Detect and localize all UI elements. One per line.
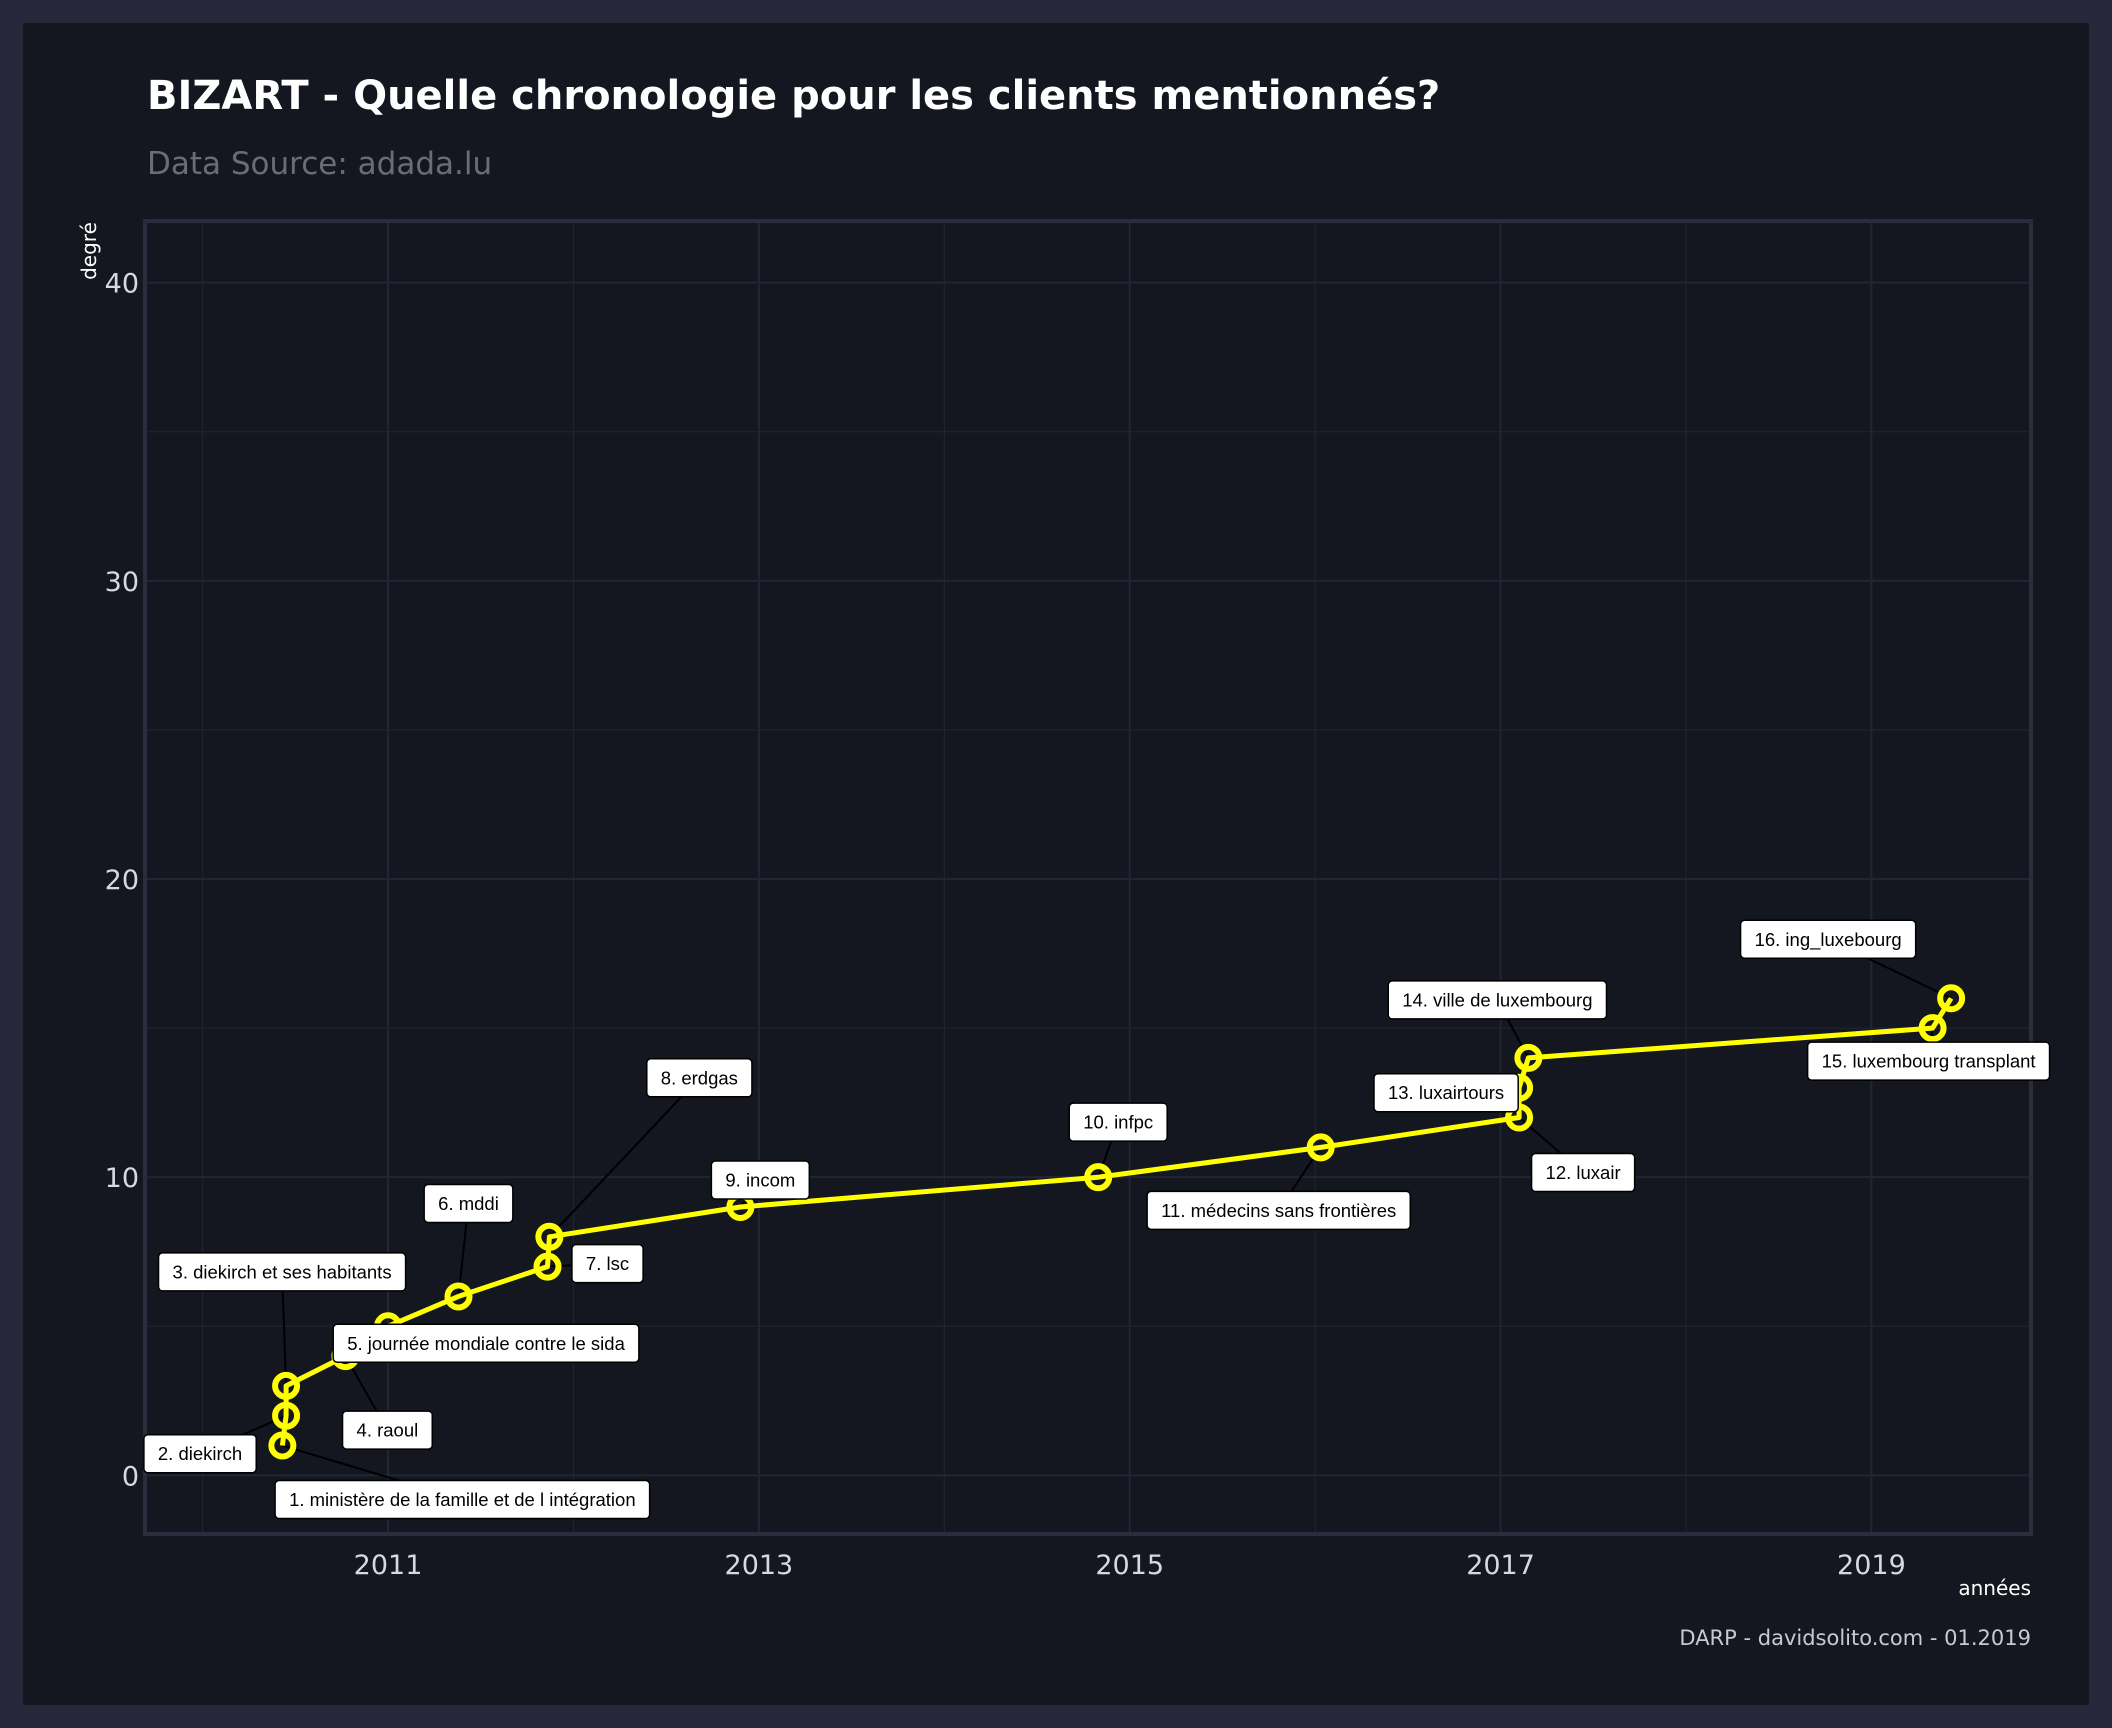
annotation-box — [143, 1433, 257, 1474]
annotation-box — [1387, 980, 1608, 1020]
chart-panel: BIZART - Quelle chronologie pour les cli… — [23, 23, 2089, 1705]
annotation-leader — [1097, 1140, 1113, 1178]
annotation-labels: 1. ministère de la famille et de l intég… — [143, 919, 2051, 1520]
annotation-box — [341, 1410, 434, 1450]
annotation-box — [157, 1252, 407, 1292]
annotation-text: 8. erdgas — [661, 1067, 738, 1088]
data-point — [1937, 984, 1966, 1013]
x-axis-label: années — [1958, 1576, 2031, 1600]
annotation-label: 15. luxembourg transplant — [1806, 1041, 2051, 1081]
annotation-label: 8. erdgas — [646, 1058, 753, 1098]
y-axis-label: degré — [77, 222, 101, 280]
annotation-text: 10. infpc — [1083, 1112, 1153, 1133]
annotation-text: 11. médecins sans frontières — [1161, 1200, 1396, 1221]
y-tick-label: 30 — [105, 567, 139, 598]
annotation-box — [1146, 1190, 1412, 1231]
annotation-label: 9. incom — [710, 1160, 811, 1200]
annotation-text: 13. luxairtours — [1388, 1082, 1504, 1103]
plot-area-border — [143, 219, 2033, 1536]
annotation-label: 3. diekirch et ses habitants — [157, 1252, 407, 1292]
annotation-text: 3. diekirch et ses habitants — [173, 1261, 392, 1282]
annotation-box — [274, 1479, 651, 1520]
data-point — [1306, 1133, 1335, 1162]
annotation-label: 7. lsc — [571, 1243, 644, 1284]
annotation-text: 6. mddi — [438, 1193, 499, 1214]
annotation-leader — [242, 1414, 287, 1436]
line-chart: BIZART - Quelle chronologie pour les cli… — [77, 73, 2051, 1650]
annotation-label: 10. infpc — [1068, 1102, 1168, 1142]
y-tick-label: 10 — [105, 1163, 139, 1194]
annotation-box — [1068, 1102, 1168, 1142]
annotation-box — [1530, 1152, 1636, 1193]
axes: 2011 2013 2015 2017 2019 0 10 20 30 40 — [105, 269, 1906, 1581]
data-point — [533, 1252, 562, 1281]
data-point — [535, 1222, 564, 1251]
annotation-box — [1373, 1072, 1519, 1113]
x-tick-label: 2013 — [725, 1550, 794, 1581]
data-point — [272, 1401, 301, 1430]
data-point — [268, 1431, 297, 1460]
annotation-leader — [1506, 1018, 1530, 1059]
annotation-label: 12. luxair — [1530, 1152, 1636, 1193]
annotation-text: 1. ministère de la famille et de l intég… — [289, 1489, 636, 1510]
series-line — [279, 996, 1954, 1446]
data-points — [268, 984, 1966, 1460]
annotation-label: 2. diekirch — [143, 1433, 257, 1474]
chart-caption: DARP - davidsolito.com - 01.2019 — [1679, 1626, 2031, 1650]
annotation-label: 16. ing_luxebourg — [1739, 919, 1917, 960]
annotation-label: 11. médecins sans frontières — [1146, 1190, 1412, 1231]
x-tick-label: 2019 — [1837, 1550, 1906, 1581]
annotation-text: 15. luxembourg transplant — [1822, 1051, 2036, 1072]
annotation-box — [710, 1160, 811, 1200]
data-point — [444, 1282, 473, 1311]
annotation-label: 4. raoul — [341, 1410, 434, 1450]
annotation-label: 6. mddi — [423, 1183, 514, 1224]
annotation-box — [1806, 1041, 2051, 1081]
y-tick-label: 20 — [105, 865, 139, 896]
annotation-label: 14. ville de luxembourg — [1387, 980, 1608, 1020]
annotation-box — [332, 1323, 640, 1364]
data-point — [272, 1371, 301, 1400]
annotation-label: 5. journée mondiale contre le sida — [332, 1323, 640, 1364]
x-tick-label: 2017 — [1466, 1550, 1535, 1581]
x-tick-label: 2015 — [1095, 1550, 1164, 1581]
annotation-text: 9. incom — [725, 1169, 795, 1190]
annotation-leader — [281, 1290, 288, 1386]
annotation-text: 2. diekirch — [158, 1443, 242, 1464]
annotation-box — [1739, 919, 1917, 960]
annotation-label: 13. luxairtours — [1373, 1072, 1519, 1113]
y-tick-label: 40 — [105, 269, 139, 300]
annotation-leader — [1290, 1146, 1322, 1192]
data-point — [1514, 1043, 1543, 1072]
annotation-text: 7. lsc — [586, 1253, 629, 1274]
chart-subtitle: Data Source: adada.lu — [147, 146, 492, 182]
data-point — [1084, 1163, 1113, 1192]
annotation-text: 12. luxair — [1546, 1162, 1621, 1183]
annotation-leader — [1867, 957, 1952, 1000]
annotation-text: 4. raoul — [357, 1420, 419, 1441]
annotation-label: 1. ministère de la famille et de l intég… — [274, 1479, 651, 1520]
annotation-text: 14. ville de luxembourg — [1402, 989, 1592, 1010]
y-tick-label: 0 — [122, 1461, 139, 1492]
annotation-box — [571, 1243, 644, 1284]
data-point — [1505, 1103, 1534, 1132]
annotation-box — [423, 1183, 514, 1224]
data-point — [1918, 1014, 1947, 1043]
x-tick-label: 2011 — [354, 1550, 423, 1581]
annotation-text: 5. journée mondiale contre le sida — [347, 1333, 625, 1354]
annotation-box — [646, 1058, 753, 1098]
annotation-text: 16. ing_luxebourg — [1755, 929, 1902, 951]
chart-title: BIZART - Quelle chronologie pour les cli… — [147, 73, 1440, 119]
annotation-leader — [548, 1096, 683, 1238]
annotation-leader — [282, 1444, 400, 1482]
